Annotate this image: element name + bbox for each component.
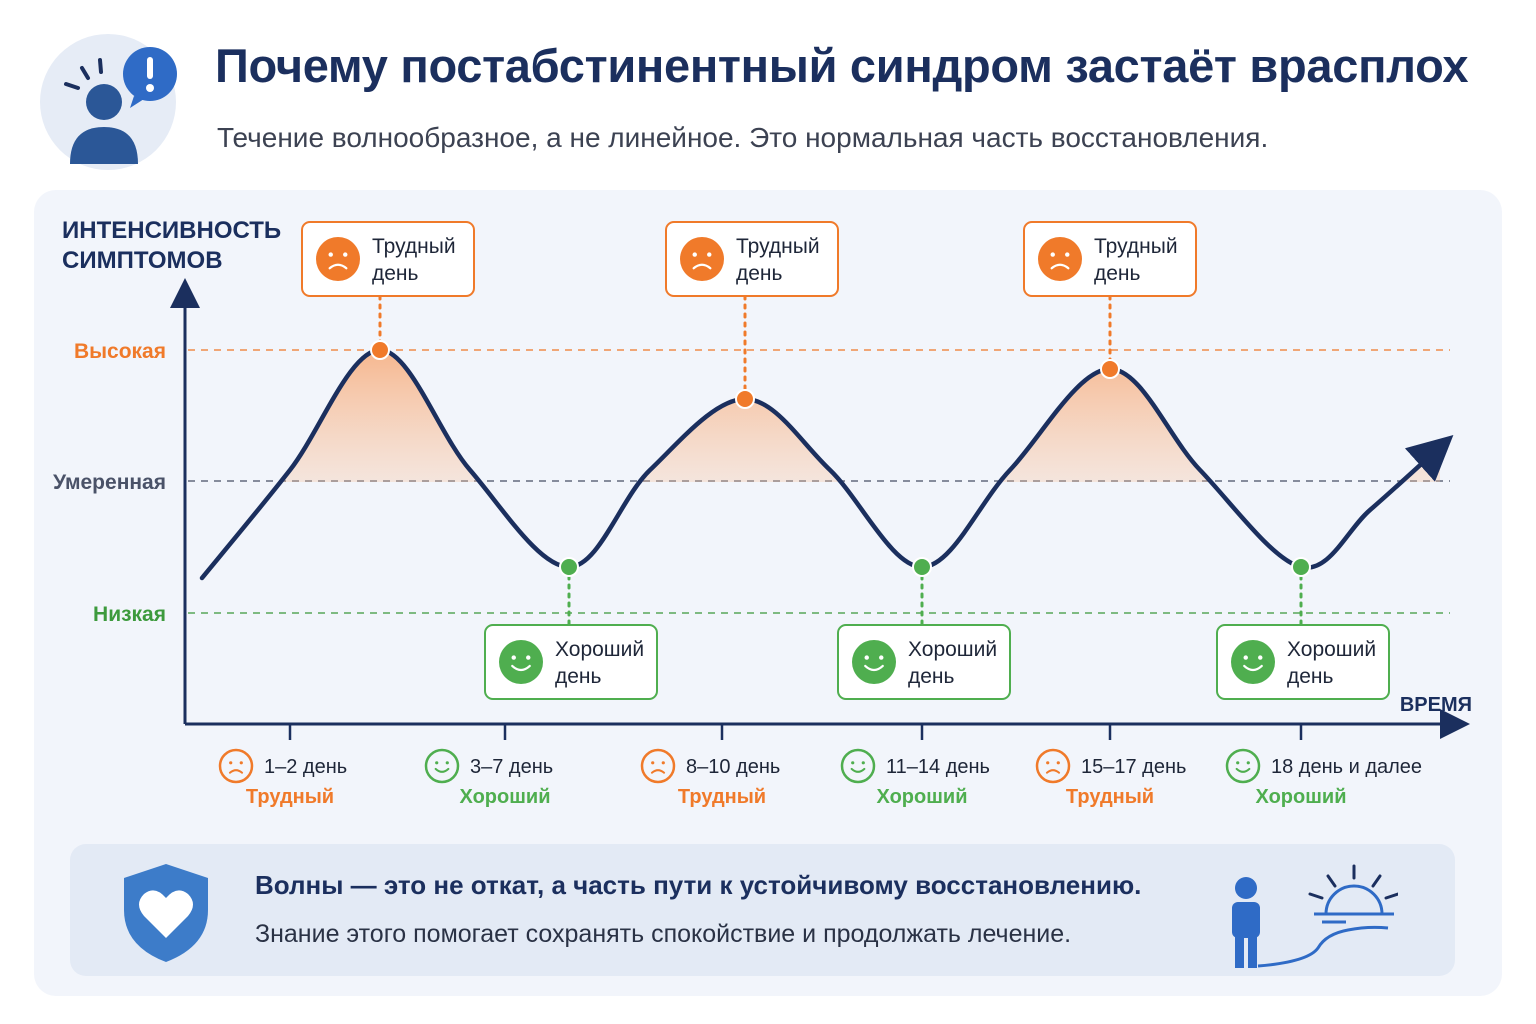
sad-face-icon [218, 748, 254, 784]
y-axis-title-line1: ИНТЕНСИВНОСТЬ [62, 217, 281, 244]
symptom-wave-chart: ИНТЕНСИВНОСТЬ СИМПТОМОВ ВРЕМЯ Высокая Уме… [53, 217, 1472, 808]
footer-text: Знание этого помогает сохранять спокойст… [255, 920, 1072, 948]
peak-area-fill [202, 350, 1440, 482]
phase-label: 1–2 день Трудный [218, 748, 347, 808]
sad-face-icon [680, 237, 724, 281]
footer-note: Волны — это не откат, а часть пути к уст… [70, 844, 1455, 976]
phase-label: 15–17 день Трудный [1035, 748, 1186, 808]
phase-label: 18 день и далее Хороший [1225, 748, 1422, 808]
peak-marker [370, 340, 390, 360]
phase-state: Трудный [678, 786, 766, 808]
y-axis-title: ИНТЕНСИВНОСТЬ СИМПТОМОВ [62, 217, 281, 274]
phase-label: 11–14 день Хороший [840, 748, 990, 808]
phase-range: 15–17 день [1081, 756, 1186, 778]
y-axis-title-line2: СИМПТОМОВ [62, 247, 223, 274]
good-day-callout: Хороший день [484, 557, 658, 700]
phase-range: 8–10 день [686, 756, 780, 778]
callout-text: день [1094, 262, 1141, 285]
phase-range: 3–7 день [470, 756, 553, 778]
peak-marker [735, 389, 755, 409]
phase-range: 11–14 день [886, 756, 990, 778]
good-day-callout: Хороший день [837, 557, 1011, 700]
x-axis-title: ВРЕМЯ [1400, 694, 1472, 716]
callout-text: Трудный [736, 235, 820, 258]
phase-label: 8–10 день Трудный [640, 748, 780, 808]
sad-face-icon [1038, 237, 1082, 281]
callout-text: день [555, 665, 602, 688]
sad-face-icon [1035, 748, 1071, 784]
happy-face-icon [424, 748, 460, 784]
phase-state: Хороший [1256, 786, 1347, 808]
level-label: Низкая [93, 603, 166, 626]
callout-text: Хороший [555, 638, 644, 661]
page-title: Почему постабстинентный синдром застаёт … [215, 39, 1469, 92]
phase-state: Хороший [877, 786, 968, 808]
happy-face-icon [852, 640, 896, 684]
good-day-callout: Хороший день [1216, 557, 1390, 700]
callout-text: день [736, 262, 783, 285]
hard-day-callout: Трудный день [1023, 221, 1197, 379]
callout-text: Хороший [908, 638, 997, 661]
callout-text: Трудный [1094, 235, 1178, 258]
phase-state: Трудный [1066, 786, 1154, 808]
shield-heart-icon [124, 864, 208, 962]
happy-face-icon [1225, 748, 1261, 784]
person-alert-icon [40, 34, 177, 170]
hard-day-callout: Трудный день [665, 221, 839, 409]
callout-text: день [1287, 665, 1334, 688]
sad-face-icon [316, 237, 360, 281]
trough-marker [1291, 557, 1311, 577]
phase-range: 18 день и далее [1271, 756, 1422, 778]
happy-face-icon [1231, 640, 1275, 684]
symptom-curve [199, 347, 1454, 581]
happy-face-icon [499, 640, 543, 684]
phase-state: Трудный [246, 786, 334, 808]
trough-marker [912, 557, 932, 577]
phase-range: 1–2 день [264, 756, 347, 778]
person-sunrise-path-icon [1232, 864, 1398, 968]
callout-text: день [908, 665, 955, 688]
footer-title: Волны — это не откат, а часть пути к уст… [255, 870, 1142, 900]
level-label: Высокая [74, 340, 166, 363]
level-label: Умеренная [53, 471, 166, 494]
phase-label: 3–7 день Хороший [424, 748, 553, 808]
callout-text: Хороший [1287, 638, 1376, 661]
callout-text: день [372, 262, 419, 285]
page-subtitle: Течение волнообразное, а не линейное. Эт… [217, 122, 1269, 153]
phase-state: Хороший [460, 786, 551, 808]
peak-marker [1100, 359, 1120, 379]
sad-face-icon [640, 748, 676, 784]
happy-face-icon [840, 748, 876, 784]
hard-day-callout: Трудный день [301, 221, 475, 360]
callout-text: Трудный [372, 235, 456, 258]
trough-marker [559, 557, 579, 577]
